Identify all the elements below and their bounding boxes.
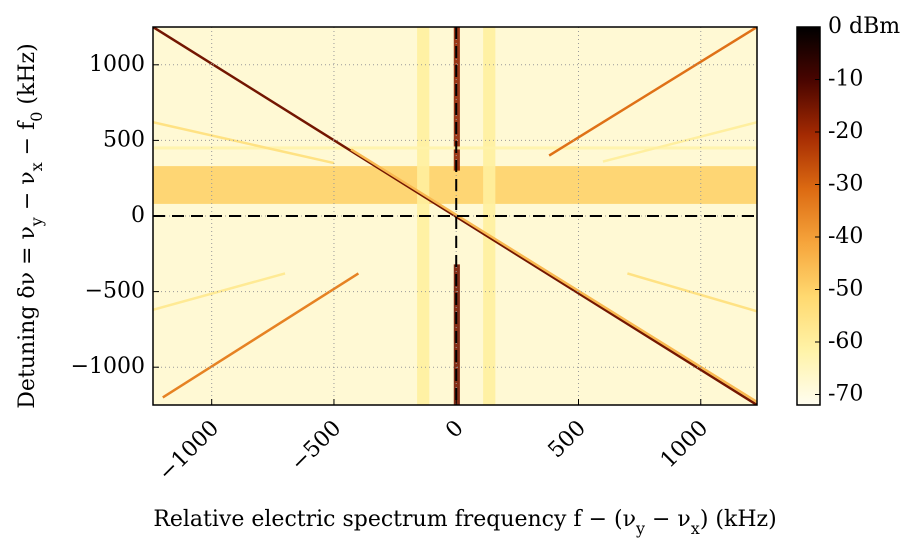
- heatmap-ridge: [153, 121, 335, 165]
- heatmap-ridge: [627, 272, 757, 313]
- y-tick-label: 0: [131, 203, 145, 228]
- heatmap-ridge: [602, 121, 757, 163]
- colorbar-tick-label: -50: [828, 277, 863, 302]
- x-tick-label: 500: [544, 416, 591, 463]
- y-tick-label: −1000: [71, 354, 145, 379]
- x-axis-label: Relative electric spectrum frequency f −…: [153, 507, 776, 538]
- colorbar-tick-label: -30: [828, 172, 863, 197]
- x-axis-label-part: ) (kHz): [700, 507, 777, 532]
- y-axis-label-part: Detuning δν = ν: [15, 226, 40, 409]
- heatmap-ridge: [162, 272, 360, 399]
- x-tick-label: 1000: [656, 416, 713, 473]
- y-tick-label: 1000: [89, 52, 145, 77]
- colorbar: [796, 26, 821, 406]
- heatmap-ridge: [153, 272, 286, 311]
- x-tick-label: −1000: [154, 416, 224, 486]
- y-tick-label: 500: [103, 127, 145, 152]
- x-axis-label-part: y: [635, 519, 645, 538]
- colorbar-tick-label: -10: [828, 67, 863, 92]
- y-axis-label-part: y: [27, 217, 46, 227]
- heatmap-band: [153, 166, 757, 204]
- colorbar-tick-label: 0 dBm: [828, 14, 900, 39]
- colorbar-tick-label: -20: [828, 119, 863, 144]
- colorbar-tick-label: -60: [828, 329, 863, 354]
- x-axis-label-part: x: [691, 519, 700, 538]
- y-axis-label-part: − f: [15, 120, 40, 162]
- heatmap-ridge: [350, 148, 757, 404]
- heatmap-band: [153, 146, 757, 150]
- x-axis-label-part: − ν: [645, 507, 691, 532]
- x-tick-label: 0: [441, 416, 469, 444]
- x-axis-label-part: Relative electric spectrum frequency f −…: [153, 507, 636, 532]
- heatmap-ridge: [548, 27, 757, 157]
- y-tick-label: −500: [85, 279, 145, 304]
- y-axis-label-part: x: [27, 162, 46, 171]
- plot-area: [153, 27, 757, 405]
- colorbar-tick-label: -40: [828, 224, 863, 249]
- heatmap-ridge: [153, 27, 757, 405]
- y-axis-label-part: 0: [27, 112, 46, 122]
- y-axis-label-part: − ν: [15, 171, 40, 217]
- y-axis-label-part: (kHz): [15, 43, 40, 111]
- y-axis-label: Detuning δν = νy − νx − f0 (kHz): [15, 43, 46, 408]
- x-tick-label: −500: [286, 416, 346, 476]
- colorbar-tick-label: -70: [828, 382, 863, 407]
- heatmap-band: [453, 27, 460, 171]
